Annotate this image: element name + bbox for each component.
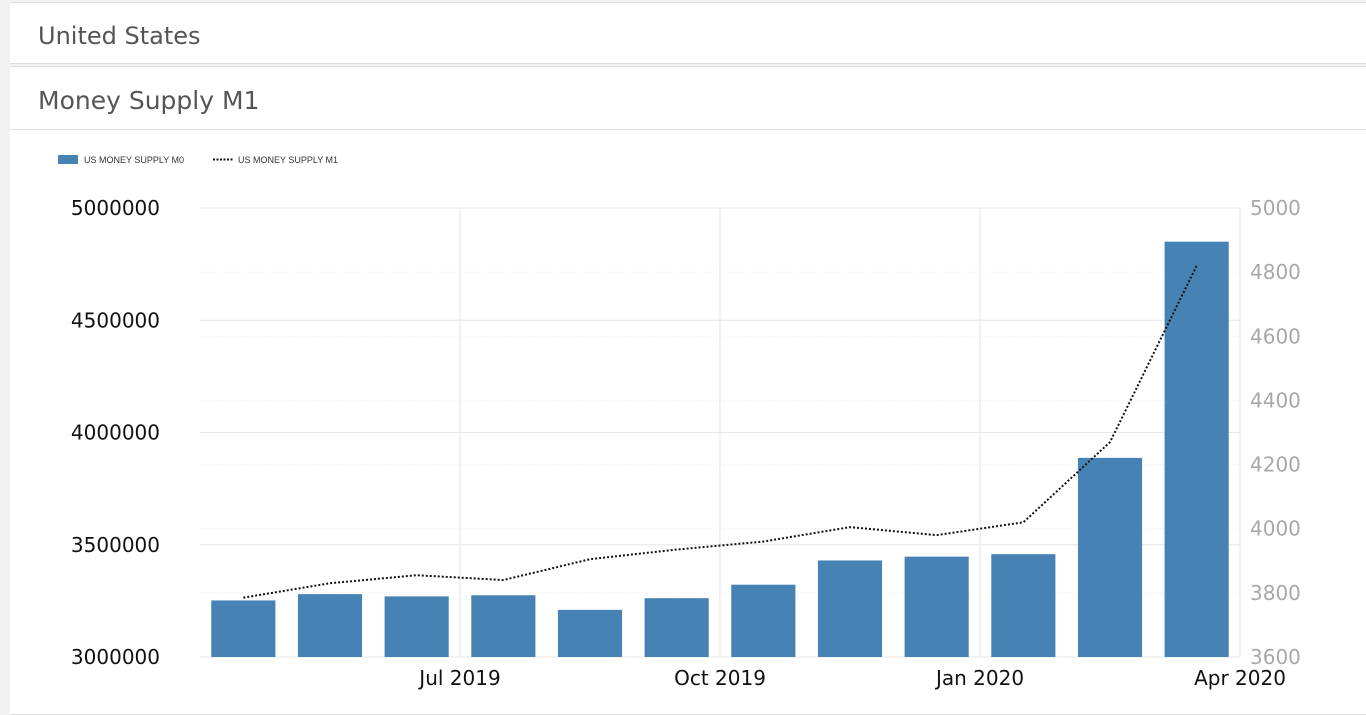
indicator-title: Money Supply M1 <box>38 86 260 115</box>
x-axis-tick-label: Oct 2019 <box>674 666 766 690</box>
legend-label-m1[interactable]: US MONEY SUPPLY M1 <box>238 155 338 165</box>
bar-m0[interactable] <box>211 600 276 657</box>
bar-m0[interactable] <box>644 598 709 657</box>
y-axis-left-tick-label: 4000000 <box>71 421 160 445</box>
y-axis-right-tick-label: 4400 <box>1250 388 1301 412</box>
y-axis-left-tick-label: 4500000 <box>71 308 160 332</box>
bar-m0[interactable] <box>817 560 883 657</box>
title-divider <box>10 129 1366 130</box>
country-title: United States <box>38 22 201 50</box>
indicator-panel: Money Supply M1 5000000 4500000 4000000 350… <box>10 66 1366 715</box>
y-axis-left-tick-label: 3500000 <box>71 533 160 557</box>
y-axis-right-tick-label: 3800 <box>1250 581 1301 605</box>
country-panel: United States <box>10 2 1366 64</box>
bar-m0[interactable] <box>904 556 969 657</box>
money-supply-chart: 5000000 4500000 4000000 3500000 3000000 5000 4… <box>58 155 1301 690</box>
x-axis-tick-label: Apr 2020 <box>1194 666 1286 690</box>
y-axis-right-tick-label: 4000 <box>1250 517 1301 541</box>
y-axis-right-tick-label: 3600 <box>1250 645 1301 669</box>
bar-m0[interactable] <box>471 595 536 657</box>
bar-m0[interactable] <box>384 596 449 657</box>
bar-m0[interactable] <box>731 584 796 657</box>
bar-m0[interactable] <box>991 554 1056 657</box>
y-axis-left-tick-label: 3000000 <box>71 645 160 669</box>
bar-m0[interactable] <box>1077 457 1143 657</box>
bar-m0[interactable] <box>297 594 363 657</box>
x-axis-tick-label: Jan 2020 <box>934 666 1024 690</box>
y-axis-right-tick-label: 5000 <box>1250 196 1301 220</box>
legend-swatch-m0[interactable] <box>58 155 78 164</box>
line-m1[interactable] <box>243 265 1198 599</box>
bar-m0[interactable] <box>557 609 623 657</box>
legend-label-m0[interactable]: US MONEY SUPPLY M0 <box>84 155 184 165</box>
x-axis-tick-label: Jul 2019 <box>417 666 500 690</box>
y-axis-right-tick-label: 4200 <box>1250 453 1301 477</box>
bar-m0[interactable] <box>1164 241 1229 658</box>
y-axis-left-tick-label: 5000000 <box>71 196 160 220</box>
y-axis-right-tick-label: 4600 <box>1250 324 1301 348</box>
y-axis-right-tick-label: 4800 <box>1250 260 1301 284</box>
